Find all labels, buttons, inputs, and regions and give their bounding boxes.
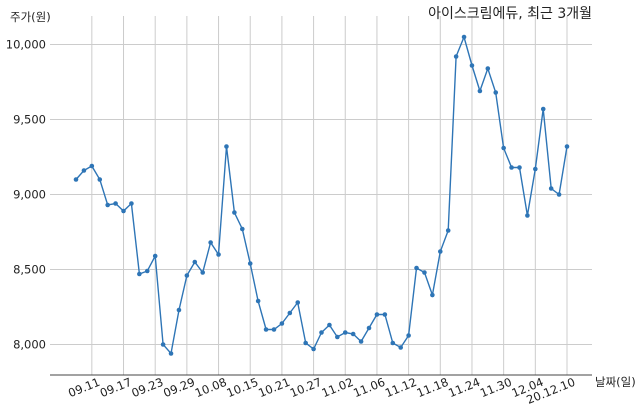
chart-title: 아이스크림에듀, 최근 3개월 [428,6,592,22]
data-point [311,346,316,352]
data-point [232,210,237,215]
data-point [493,90,499,95]
data-point [105,202,110,208]
data-point [453,54,459,59]
data-point [303,340,308,346]
data-point [414,265,419,271]
data-point [81,168,87,173]
data-point [382,312,388,317]
x-tick-label: 11.18 [415,375,451,400]
x-tick-label: 09.23 [130,375,166,400]
series-line-group [75,34,568,356]
x-tick-label: 10.15 [225,375,261,400]
data-point [255,298,261,304]
x-tick-label: 11.02 [320,375,356,400]
data-point [469,63,475,68]
data-point [430,292,435,298]
x-tick-label: 10.08 [193,375,229,400]
data-point [73,177,79,182]
x-tick-label: 10.27 [288,375,324,400]
data-point [160,342,166,347]
y-tick-label: 8,000 [13,338,46,352]
data-point [525,213,530,218]
data-point [89,163,95,169]
data-point [335,334,340,340]
data-point [176,307,182,313]
data-point [271,327,277,332]
y-axis-label: 주가(원) [10,10,51,24]
data-point [97,177,103,182]
x-tick-labels: 09.1109.1709.2309.2910.0810.1510.2110.27… [66,375,577,407]
data-point [208,240,213,245]
x-tick-label: 11.06 [351,375,387,400]
data-point [342,330,348,335]
x-tick-label: 11.24 [446,375,482,400]
data-point [517,165,522,170]
data-point [540,106,546,112]
y-tick-label: 10,000 [6,38,46,52]
data-point [192,259,198,265]
data-point [287,310,293,316]
data-point [533,166,538,172]
data-point [240,226,245,232]
data-point [406,333,411,338]
x-axis-label: 날짜(일) [595,375,636,389]
data-point [137,271,142,277]
data-point [200,270,206,275]
x-tick-label: 11.30 [478,375,514,400]
data-point [350,331,356,337]
data-point [374,312,380,317]
data-point [319,330,324,335]
data-point [366,325,372,331]
data-point [477,88,483,94]
x-tick-label: 11.12 [383,375,419,400]
data-point [144,268,150,274]
data-points [73,34,570,356]
grid-lines [50,16,592,375]
y-tick-labels: 8,000 8,500 9,000 9,500 10,000 [6,38,46,352]
data-point [485,66,491,71]
x-tick-label: 10.21 [256,375,292,400]
data-point [152,253,158,259]
data-point [501,145,506,151]
data-point [564,144,570,149]
y-tick-label: 9,000 [13,188,46,202]
y-tick-label: 8,500 [13,263,46,277]
data-point [358,339,364,344]
data-point [556,192,562,197]
data-point [295,300,301,305]
data-point [327,322,332,328]
data-point [398,345,403,350]
data-point [247,261,253,266]
data-point [224,144,229,149]
data-point [263,327,269,332]
data-point [422,270,427,275]
data-point [184,273,190,278]
data-point [168,351,174,356]
data-point [390,340,396,346]
x-tick-label: 09.11 [66,375,102,400]
x-tick-label: 09.29 [161,375,197,400]
data-point [121,208,126,214]
data-point [216,252,221,257]
data-point [279,321,285,326]
x-tick-label: 09.17 [98,375,134,400]
data-point [437,249,443,254]
data-point [509,165,514,170]
data-point [461,34,467,40]
data-point [129,201,134,206]
price-line [75,34,568,356]
data-point [445,228,451,233]
data-point [113,201,118,206]
y-tick-label: 9,500 [13,113,46,127]
data-point [548,186,554,191]
